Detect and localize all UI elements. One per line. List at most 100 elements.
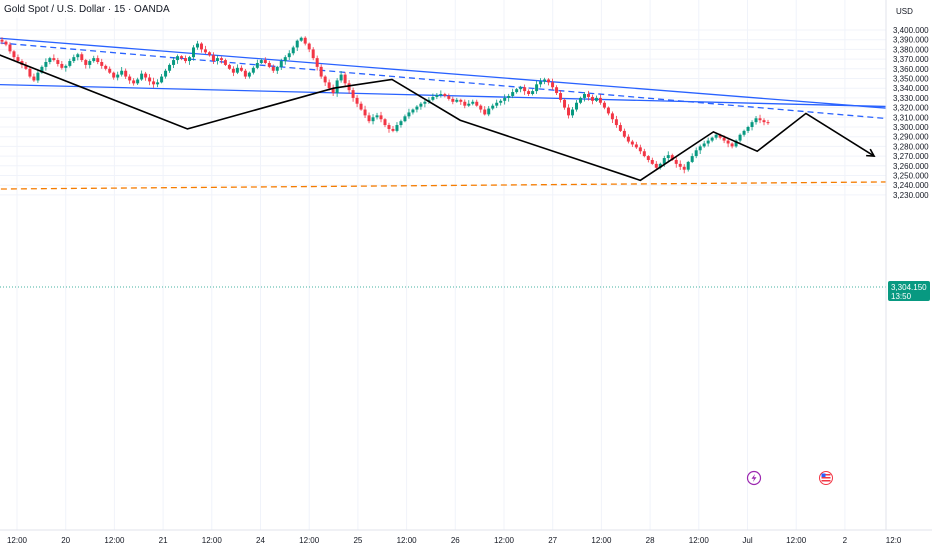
candle-body — [319, 66, 323, 77]
candle-body — [16, 57, 20, 62]
candle-body — [52, 58, 56, 61]
candle-body — [76, 54, 80, 58]
candle-body — [527, 91, 531, 95]
candle-body — [499, 100, 503, 103]
candle-body — [658, 163, 662, 168]
candle-body — [140, 73, 144, 80]
candle-body — [231, 68, 235, 73]
candle-body — [96, 58, 100, 63]
candle-body — [271, 66, 275, 71]
trend-line — [0, 83, 932, 109]
candle-body — [447, 95, 451, 99]
candle-body — [531, 91, 535, 95]
candle-body — [606, 107, 610, 114]
candle-body — [331, 88, 335, 94]
us-flag-event-icon[interactable] — [819, 471, 833, 485]
candle-body — [68, 61, 72, 66]
candle-body — [116, 74, 120, 78]
candle-body — [28, 68, 32, 77]
candle-body — [730, 143, 734, 147]
dashed-trend-line — [0, 180, 932, 190]
candle-body — [539, 81, 543, 85]
candle-body — [423, 101, 427, 104]
candle-body — [710, 137, 714, 141]
current-price-badge[interactable]: 3,304.150 13:50 — [888, 281, 930, 301]
candle-body — [507, 95, 511, 98]
candle-body — [515, 89, 519, 93]
candle-body — [610, 113, 614, 120]
candle-body — [419, 103, 423, 107]
time-tick-label: 12:00 — [202, 536, 223, 545]
candle-body — [227, 64, 231, 69]
candle-body — [100, 62, 104, 66]
candle-body — [479, 105, 483, 110]
time-tick-label: 26 — [451, 536, 460, 545]
price-tick-label: 3,390.000 — [893, 36, 929, 45]
candle-body — [4, 41, 8, 45]
candle-body — [108, 68, 112, 73]
candle-body — [203, 49, 207, 53]
price-tick-label: 3,400.000 — [893, 26, 929, 35]
time-tick-label: 20 — [61, 536, 70, 545]
candle-body — [443, 94, 447, 96]
title-bg — [0, 0, 170, 18]
candle-body — [762, 120, 766, 123]
candle-body — [56, 60, 60, 64]
candle-body — [690, 156, 694, 162]
candle-body — [88, 61, 92, 65]
candle-body — [311, 49, 315, 59]
candle-body — [64, 65, 68, 68]
candle-body — [586, 94, 590, 97]
currency-label: USD — [896, 7, 913, 16]
time-tick-label: Jul — [742, 536, 752, 545]
candle-body — [523, 87, 527, 92]
wave-arrowhead — [866, 148, 876, 157]
candle-body — [626, 136, 630, 142]
candle-body — [491, 105, 495, 109]
price-tick-label: 3,250.000 — [893, 172, 929, 181]
candle-body — [618, 125, 622, 131]
candle-body — [563, 99, 567, 108]
candle-body — [399, 121, 403, 126]
candle-body — [195, 43, 199, 48]
candle-body — [694, 150, 698, 157]
candle-body — [686, 161, 690, 170]
dashed-trend-line — [0, 42, 932, 124]
candle-body — [24, 64, 28, 69]
time-tick-label: 12:00 — [7, 536, 28, 545]
lightning-event-icon[interactable] — [746, 470, 762, 486]
candle-body — [459, 99, 463, 102]
candle-body — [682, 166, 686, 170]
candle-body — [575, 102, 578, 110]
time-tick-label: 12:00 — [689, 536, 710, 545]
candle-body — [112, 72, 116, 78]
candle-body — [678, 163, 682, 167]
candle-body — [152, 81, 156, 85]
candle-body — [559, 93, 563, 100]
candle-body — [192, 47, 195, 58]
price-tick-label: 3,320.000 — [893, 104, 929, 113]
candle-body — [555, 87, 559, 94]
candle-body — [84, 60, 88, 65]
candle-body — [60, 63, 64, 68]
candle-body — [503, 97, 507, 101]
wave-path — [0, 54, 875, 182]
candle-body — [638, 147, 642, 152]
candle-body — [0, 39, 4, 42]
candle-body — [355, 97, 359, 104]
candle-body — [32, 76, 36, 81]
candle-body — [578, 97, 582, 103]
time-tick-label: 12:00 — [299, 536, 320, 545]
candle-body — [614, 119, 618, 126]
price-axis-panel[interactable] — [886, 0, 932, 530]
candle-body — [40, 66, 44, 73]
candle-body — [263, 60, 267, 63]
candle-body — [315, 58, 319, 67]
candle-body — [211, 55, 215, 62]
time-tick-label: 12:00 — [104, 536, 125, 545]
time-tick-label: 24 — [256, 536, 265, 545]
candle-body — [363, 109, 367, 116]
price-tick-label: 3,280.000 — [893, 142, 929, 151]
price-axis-labels: 3,400.0003,390.0003,380.0003,370.0003,36… — [893, 26, 929, 200]
